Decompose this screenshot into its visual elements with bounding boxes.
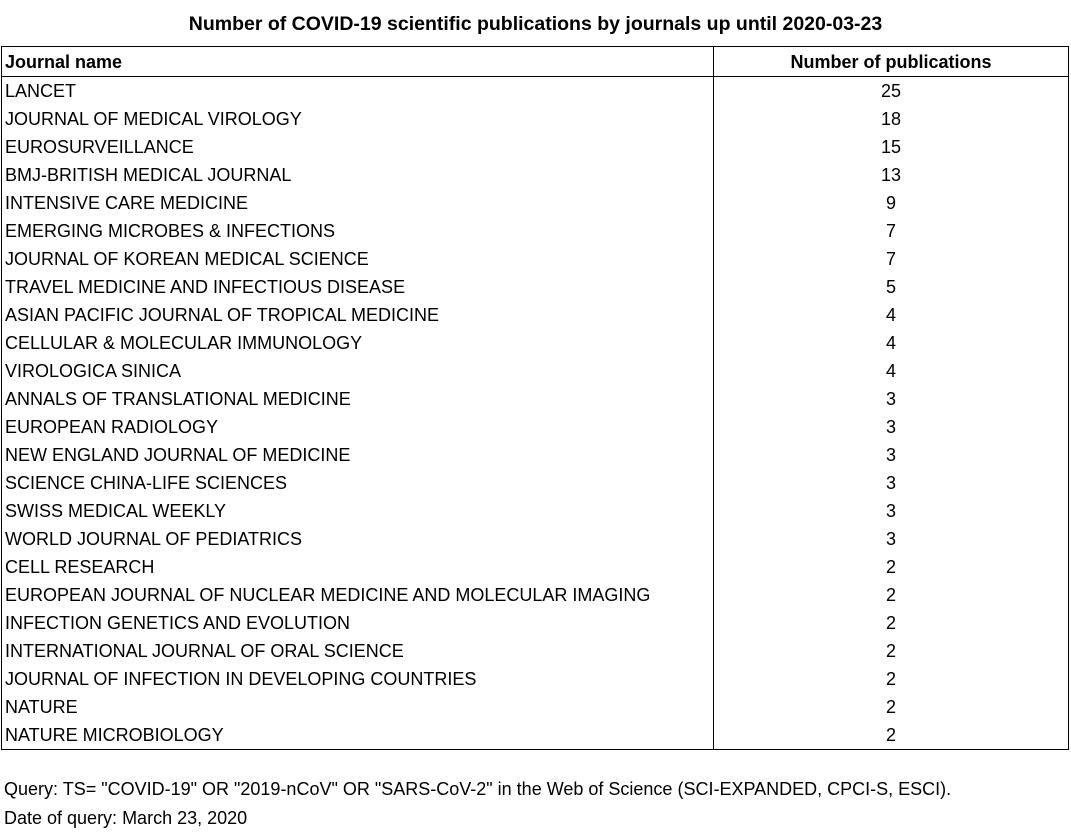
table-row: EUROPEAN JOURNAL OF NUCLEAR MEDICINE AND… (1, 581, 1069, 609)
publication-count-cell: 13 (713, 161, 1069, 189)
query-note: Query: TS= "COVID-19" OR "2019-nCoV" OR … (4, 779, 952, 799)
journal-name-cell: NEW ENGLAND JOURNAL OF MEDICINE (1, 441, 714, 469)
journal-name-cell: JOURNAL OF INFECTION IN DEVELOPING COUNT… (1, 665, 714, 693)
publication-count-cell: 9 (713, 189, 1069, 217)
journal-name-cell: EMERGING MICROBES & INFECTIONS (1, 217, 714, 245)
journal-name-cell: CELLULAR & MOLECULAR IMMUNOLOGY (1, 329, 714, 357)
publication-count-cell: 4 (713, 301, 1069, 329)
publication-count-cell: 3 (713, 525, 1069, 553)
table-row: NATURE 2 (1, 693, 1069, 721)
column-header-journal-name: Journal name (1, 46, 714, 77)
journal-name-cell: LANCET (1, 76, 714, 105)
publication-count-cell: 18 (713, 105, 1069, 133)
table-title: Number of COVID-19 scientific publicatio… (188, 13, 883, 35)
journal-name-cell: EUROPEAN JOURNAL OF NUCLEAR MEDICINE AND… (1, 581, 714, 609)
publication-count-cell: 3 (713, 469, 1069, 497)
publication-count-cell: 25 (713, 76, 1069, 105)
table-header-row: Journal name Number of publications (1, 46, 1069, 77)
journal-name-cell: NATURE (1, 693, 714, 721)
publication-count-cell: 3 (713, 385, 1069, 413)
table-row: LANCET 25 (1, 76, 1069, 105)
table-row: VIROLOGICA SINICA 4 (1, 357, 1069, 385)
table-row: NATURE MICROBIOLOGY 2 (1, 721, 1069, 750)
journal-name-cell: ANNALS OF TRANSLATIONAL MEDICINE (1, 385, 714, 413)
publication-count-cell: 2 (713, 637, 1069, 665)
journal-name-cell: EUROPEAN RADIOLOGY (1, 413, 714, 441)
publication-count-cell: 3 (713, 497, 1069, 525)
publication-count-cell: 5 (713, 273, 1069, 301)
table-row: EUROPEAN RADIOLOGY 3 (1, 413, 1069, 441)
table-row: SWISS MEDICAL WEEKLY 3 (1, 497, 1069, 525)
journal-name-cell: JOURNAL OF MEDICAL VIROLOGY (1, 105, 714, 133)
table-row: BMJ-BRITISH MEDICAL JOURNAL 13 (1, 161, 1069, 189)
table-body: LANCET 25 JOURNAL OF MEDICAL VIROLOGY 18 EUR… (1, 76, 1069, 750)
publication-count-cell: 2 (713, 553, 1069, 581)
journal-name-cell: INTERNATIONAL JOURNAL OF ORAL SCIENCE (1, 637, 714, 665)
table-row: TRAVEL MEDICINE AND INFECTIOUS DISEASE 5 (1, 273, 1069, 301)
publication-count-cell: 2 (713, 665, 1069, 693)
table-row: SCIENCE CHINA-LIFE SCIENCES 3 (1, 469, 1069, 497)
query-date-note: Date of query: March 23, 2020 (4, 808, 248, 828)
journal-name-cell: VIROLOGICA SINICA (1, 357, 714, 385)
table-row: EMERGING MICROBES & INFECTIONS 7 (1, 217, 1069, 245)
publication-count-cell: 7 (713, 245, 1069, 273)
journal-name-cell: BMJ-BRITISH MEDICAL JOURNAL (1, 161, 714, 189)
journal-name-cell: NATURE MICROBIOLOGY (1, 721, 714, 750)
table-row: JOURNAL OF KOREAN MEDICAL SCIENCE 7 (1, 245, 1069, 273)
table-row: CELL RESEARCH 2 (1, 553, 1069, 581)
table-row: ANNALS OF TRANSLATIONAL MEDICINE 3 (1, 385, 1069, 413)
table-row: INTERNATIONAL JOURNAL OF ORAL SCIENCE 2 (1, 637, 1069, 665)
journal-name-cell: WORLD JOURNAL OF PEDIATRICS (1, 525, 714, 553)
journal-name-cell: TRAVEL MEDICINE AND INFECTIOUS DISEASE (1, 273, 714, 301)
journal-name-cell: INFECTION GENETICS AND EVOLUTION (1, 609, 714, 637)
publication-count-cell: 7 (713, 217, 1069, 245)
journal-name-cell: JOURNAL OF KOREAN MEDICAL SCIENCE (1, 245, 714, 273)
journal-name-cell: SWISS MEDICAL WEEKLY (1, 497, 714, 525)
table-row: CELLULAR & MOLECULAR IMMUNOLOGY 4 (1, 329, 1069, 357)
journal-name-cell: ASIAN PACIFIC JOURNAL OF TROPICAL MEDICI… (1, 301, 714, 329)
publication-count-cell: 3 (713, 441, 1069, 469)
journal-name-cell: SCIENCE CHINA-LIFE SCIENCES (1, 469, 714, 497)
publication-count-cell: 2 (713, 581, 1069, 609)
publication-count-cell: 2 (713, 693, 1069, 721)
table-row: JOURNAL OF INFECTION IN DEVELOPING COUNT… (1, 665, 1069, 693)
table-row: INTENSIVE CARE MEDICINE 9 (1, 189, 1069, 217)
publication-count-cell: 2 (713, 609, 1069, 637)
publication-count-cell: 15 (713, 133, 1069, 161)
publication-count-cell: 4 (713, 357, 1069, 385)
journal-name-cell: INTENSIVE CARE MEDICINE (1, 189, 714, 217)
publication-count-cell: 2 (713, 721, 1069, 750)
table-row: INFECTION GENETICS AND EVOLUTION 2 (1, 609, 1069, 637)
column-header-number-of-publications: Number of publications (713, 46, 1069, 77)
publication-count-cell: 4 (713, 329, 1069, 357)
journal-name-cell: CELL RESEARCH (1, 553, 714, 581)
publications-table: Journal name Number of publications LANC… (1, 46, 1069, 750)
table-row: WORLD JOURNAL OF PEDIATRICS 3 (1, 525, 1069, 553)
journal-name-cell: EUROSURVEILLANCE (1, 133, 714, 161)
table-row: ASIAN PACIFIC JOURNAL OF TROPICAL MEDICI… (1, 301, 1069, 329)
publication-count-cell: 3 (713, 413, 1069, 441)
table-row: EUROSURVEILLANCE 15 (1, 133, 1069, 161)
table-row: JOURNAL OF MEDICAL VIROLOGY 18 (1, 105, 1069, 133)
table-row: NEW ENGLAND JOURNAL OF MEDICINE 3 (1, 441, 1069, 469)
